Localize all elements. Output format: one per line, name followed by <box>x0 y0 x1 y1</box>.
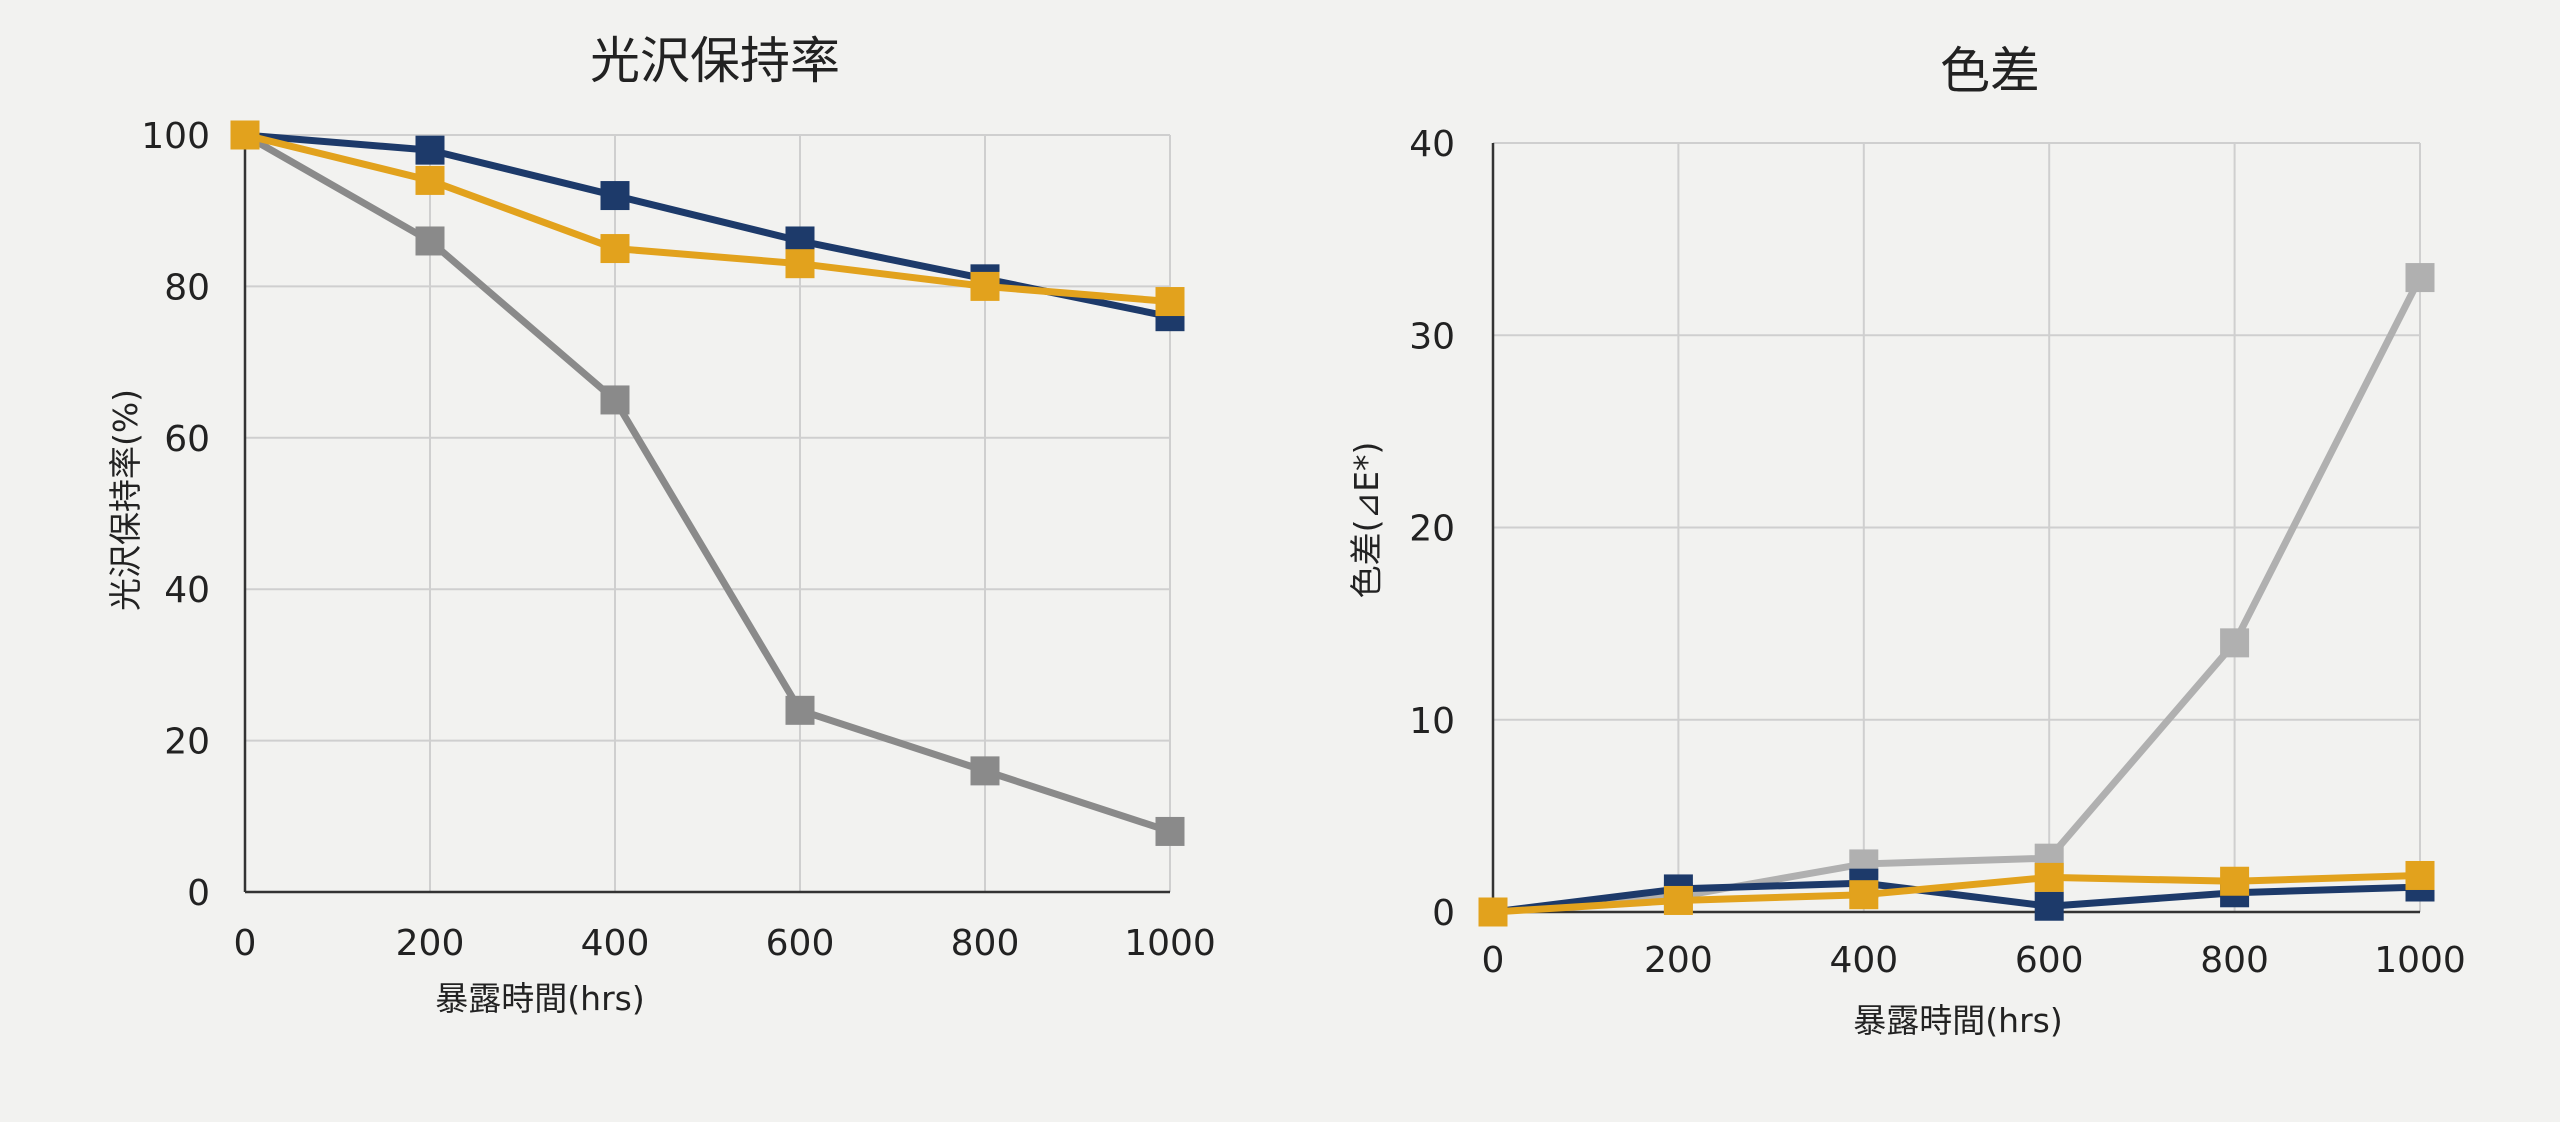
x-tick-label: 0 <box>234 923 257 964</box>
data-point-marker <box>785 695 815 725</box>
y-axis-label: 色差(⊿E*) <box>1347 442 1386 599</box>
axes <box>1491 143 2420 914</box>
axes <box>243 135 1170 894</box>
grid-lines <box>1493 142 2421 912</box>
data-point-marker <box>230 120 260 150</box>
data-point-marker <box>2405 263 2435 293</box>
y-tick-labels: 0 10 20 30 40 <box>1409 124 1455 934</box>
series-group <box>230 120 1185 846</box>
gloss-retention-chart: 光沢保持率 暴露時間(hrs) 光沢保持率(%) 0 200 400 600 800 10… <box>106 32 1216 1018</box>
x-tick-labels: 0 200 400 600 800 1000 <box>234 923 1216 964</box>
x-tick-label: 800 <box>2200 940 2269 981</box>
series-line <box>1492 275 2424 916</box>
y-tick-label: 60 <box>164 419 210 460</box>
grid-lines <box>245 134 1171 892</box>
data-point-marker <box>2405 860 2435 890</box>
y-tick-label: 40 <box>1409 124 1455 165</box>
data-point-marker <box>415 226 445 256</box>
data-point-marker <box>2034 862 2064 892</box>
x-axis-label: 暴露時間(hrs) <box>1853 1001 2062 1040</box>
data-point-marker <box>1155 816 1185 846</box>
series-line <box>1492 879 2421 916</box>
data-point-marker <box>600 181 630 211</box>
x-tick-label: 800 <box>951 923 1020 964</box>
x-tick-label: 1000 <box>1124 923 1216 964</box>
data-point-marker <box>415 165 445 195</box>
y-tick-label: 0 <box>1432 893 1455 934</box>
data-point-marker <box>415 135 445 165</box>
x-tick-label: 0 <box>1482 940 1505 981</box>
x-tick-label: 200 <box>1644 940 1713 981</box>
series-3 <box>1478 860 2435 927</box>
y-tick-label: 0 <box>187 873 210 914</box>
x-tick-label: 400 <box>581 923 650 964</box>
x-tick-label: 200 <box>396 923 465 964</box>
data-point-marker <box>1663 885 1693 915</box>
y-tick-label: 40 <box>164 570 210 611</box>
data-point-marker <box>970 271 1000 301</box>
y-tick-label: 100 <box>141 116 210 157</box>
y-axis-label: 光沢保持率(%) <box>106 389 145 611</box>
y-tick-label: 20 <box>1409 509 1455 550</box>
x-tick-label: 400 <box>1829 940 1898 981</box>
data-point-marker <box>600 234 630 264</box>
series-1 <box>230 120 1185 846</box>
data-point-marker <box>785 249 815 279</box>
data-point-marker <box>2220 628 2250 658</box>
x-tick-label: 600 <box>2015 940 2084 981</box>
x-tick-label: 1000 <box>2374 940 2466 981</box>
x-tick-label: 600 <box>766 923 835 964</box>
y-tick-label: 80 <box>164 267 210 308</box>
data-point-marker <box>970 756 1000 786</box>
data-point-marker <box>1849 880 1879 910</box>
data-point-marker <box>1155 287 1185 317</box>
x-axis-label: 暴露時間(hrs) <box>435 979 644 1018</box>
chart-title: 光沢保持率 <box>590 32 840 90</box>
color-difference-chart: 色差 暴露時間(hrs) 色差(⊿E*) 0 200 400 600 800 1000 0… <box>1347 42 2466 1040</box>
x-tick-labels: 0 200 400 600 800 1000 <box>1482 940 2466 981</box>
series-line <box>244 131 1171 321</box>
data-point-marker <box>1478 897 1508 927</box>
y-tick-labels: 0 20 40 60 80 100 <box>141 116 210 914</box>
chart-title: 色差 <box>1940 42 2040 100</box>
series-line <box>244 131 1171 306</box>
series-group <box>1478 263 2435 927</box>
series-line <box>1492 871 2421 916</box>
y-tick-label: 30 <box>1409 316 1455 357</box>
series-line <box>243 131 1172 835</box>
data-point-marker <box>2220 866 2250 896</box>
series-1 <box>1478 263 2435 927</box>
data-point-marker <box>600 385 630 415</box>
series-2 <box>230 120 1185 332</box>
series-3 <box>230 120 1185 317</box>
y-tick-label: 20 <box>164 722 210 763</box>
y-tick-label: 10 <box>1409 701 1455 742</box>
data-point-marker <box>2034 891 2064 921</box>
